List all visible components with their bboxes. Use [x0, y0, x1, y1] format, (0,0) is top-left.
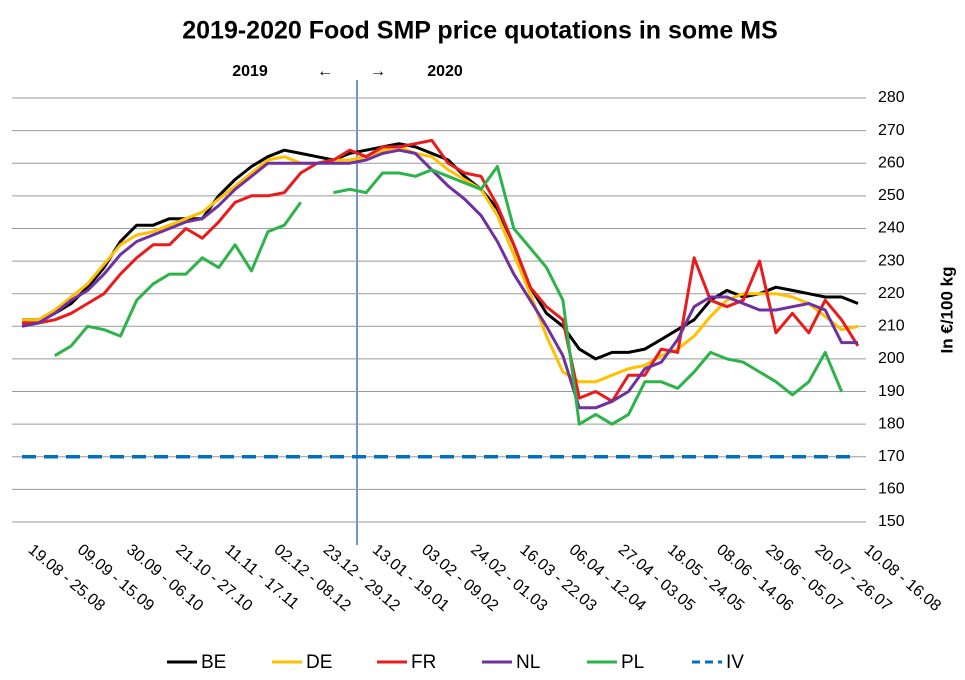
legend-label: DE — [306, 652, 332, 673]
line-series — [22, 142, 859, 361]
y-tick-label: 150 — [878, 513, 905, 530]
legend-label: FR — [411, 652, 436, 673]
y-tick-label: 270 — [878, 122, 905, 139]
line-series — [21, 148, 858, 410]
y-tick-label: 250 — [878, 187, 905, 204]
y-tick-label: 200 — [878, 350, 905, 367]
annotation: ← — [317, 63, 333, 80]
y-tick-label: 180 — [878, 415, 905, 432]
y-tick-label: 240 — [878, 220, 905, 237]
chart-title: 2019-2020 Food SMP price quotations in s… — [182, 17, 778, 45]
line-series — [22, 138, 860, 403]
y-tick-label: 170 — [878, 448, 905, 465]
legend-label: NL — [516, 652, 540, 673]
y-tick-label: 190 — [878, 383, 905, 400]
annotation: → — [370, 63, 386, 80]
legend-label: IV — [726, 652, 744, 673]
legend-label: PL — [621, 652, 644, 673]
y-tick-label: 220 — [878, 285, 905, 302]
annotation: 2019 — [232, 63, 268, 80]
y-tick-label: 210 — [878, 318, 905, 335]
y-tick-label: 260 — [878, 154, 905, 171]
y-tick-label: 280 — [878, 89, 905, 106]
y-axis-title: In €/100 kg — [937, 267, 956, 354]
legend-label: BE — [201, 652, 226, 673]
y-tick-label: 160 — [878, 481, 905, 498]
line-series — [54, 165, 843, 426]
line-series — [22, 145, 859, 384]
y-tick-label: 230 — [878, 252, 905, 269]
annotation: 2020 — [427, 63, 463, 80]
